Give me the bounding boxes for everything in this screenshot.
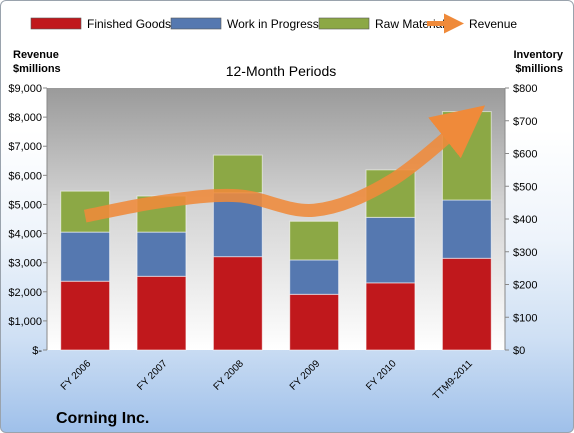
left-tick-label: $- [32, 345, 42, 357]
left-axis-title: Revenue [13, 49, 59, 61]
legend-label-2: Raw Materials [375, 17, 451, 31]
left-tick-label: $4,000 [8, 229, 42, 241]
left-axis: $- $1,000 $2,000 $3,000 $4,000 $5,000 $6,000 $7… [8, 83, 48, 357]
left-axis-title-unit: $millions [13, 63, 61, 75]
right-tick-label: $800 [513, 83, 537, 95]
category-label: FY 2008 [212, 358, 247, 393]
bar-work-in-progress-4 [365, 216, 416, 284]
plot-area [47, 88, 505, 350]
category-label: TTM9-2011 [431, 358, 475, 402]
category-label: FY 2007 [135, 358, 170, 393]
bar-finished-goods-0 [60, 280, 111, 351]
left-tick-label: $8,000 [8, 112, 42, 124]
left-tick-label: $2,000 [8, 287, 42, 299]
bar-work-in-progress-3 [289, 259, 340, 295]
left-tick-label: $5,000 [8, 199, 42, 211]
left-tick-label: $3,000 [8, 258, 42, 270]
revenue-line-path [83, 105, 486, 223]
right-tick-label: $700 [513, 116, 537, 128]
category-label: FY 2006 [59, 358, 94, 393]
category-label: FY 2009 [288, 358, 323, 393]
category-label: FY 2010 [364, 358, 399, 393]
right-tick-label: $0 [513, 345, 525, 357]
legend-swatch-2 [318, 17, 370, 30]
bar-work-in-progress-1 [136, 231, 187, 277]
bar-finished-goods-1 [136, 275, 187, 351]
legend-swatch-0 [30, 17, 82, 30]
bar-raw-materials-3 [289, 220, 340, 261]
right-axis-title: Inventory [513, 49, 563, 61]
bar-finished-goods-3 [289, 293, 340, 351]
left-tick-label: $7,000 [8, 141, 42, 153]
bar-finished-goods-5 [441, 257, 492, 351]
right-tick-label: $400 [513, 214, 537, 226]
bar-work-in-progress-5 [441, 199, 492, 259]
right-tick-label: $300 [513, 247, 537, 259]
bar-finished-goods-2 [212, 256, 263, 351]
revenue-line [83, 105, 486, 223]
bar-finished-goods-4 [365, 282, 416, 351]
right-tick-label: $200 [513, 280, 537, 292]
legend-label-1: Work in Progress [227, 17, 319, 31]
bar-series [60, 111, 492, 351]
category-axis: FY 2006 FY 2007 FY 2008 FY 2009 FY 2010 TTM9-… [59, 358, 475, 402]
right-axis-title-unit: $millions [515, 63, 563, 75]
left-tick-label: $6,000 [8, 170, 42, 182]
right-tick-label: $100 [513, 312, 537, 324]
left-tick-label: $9,000 [8, 83, 42, 95]
legend-label-revenue: Revenue [469, 17, 517, 31]
chart-title: 12-Month Periods [226, 63, 337, 79]
legend-swatch-1 [170, 17, 222, 30]
company-name: Corning Inc. [56, 410, 149, 427]
right-axis: $0 $100 $200 $300 $400 $500 $600 $700 $800 [504, 83, 537, 357]
left-tick-label: $1,000 [8, 316, 42, 328]
right-tick-label: $500 [513, 181, 537, 193]
bar-raw-materials-2 [212, 154, 263, 194]
legend-label-0: Finished Goods [87, 17, 171, 31]
bar-work-in-progress-0 [60, 231, 111, 282]
right-tick-label: $600 [513, 149, 537, 161]
legend: Finished Goods Work in Progress Raw Materi… [30, 13, 517, 34]
